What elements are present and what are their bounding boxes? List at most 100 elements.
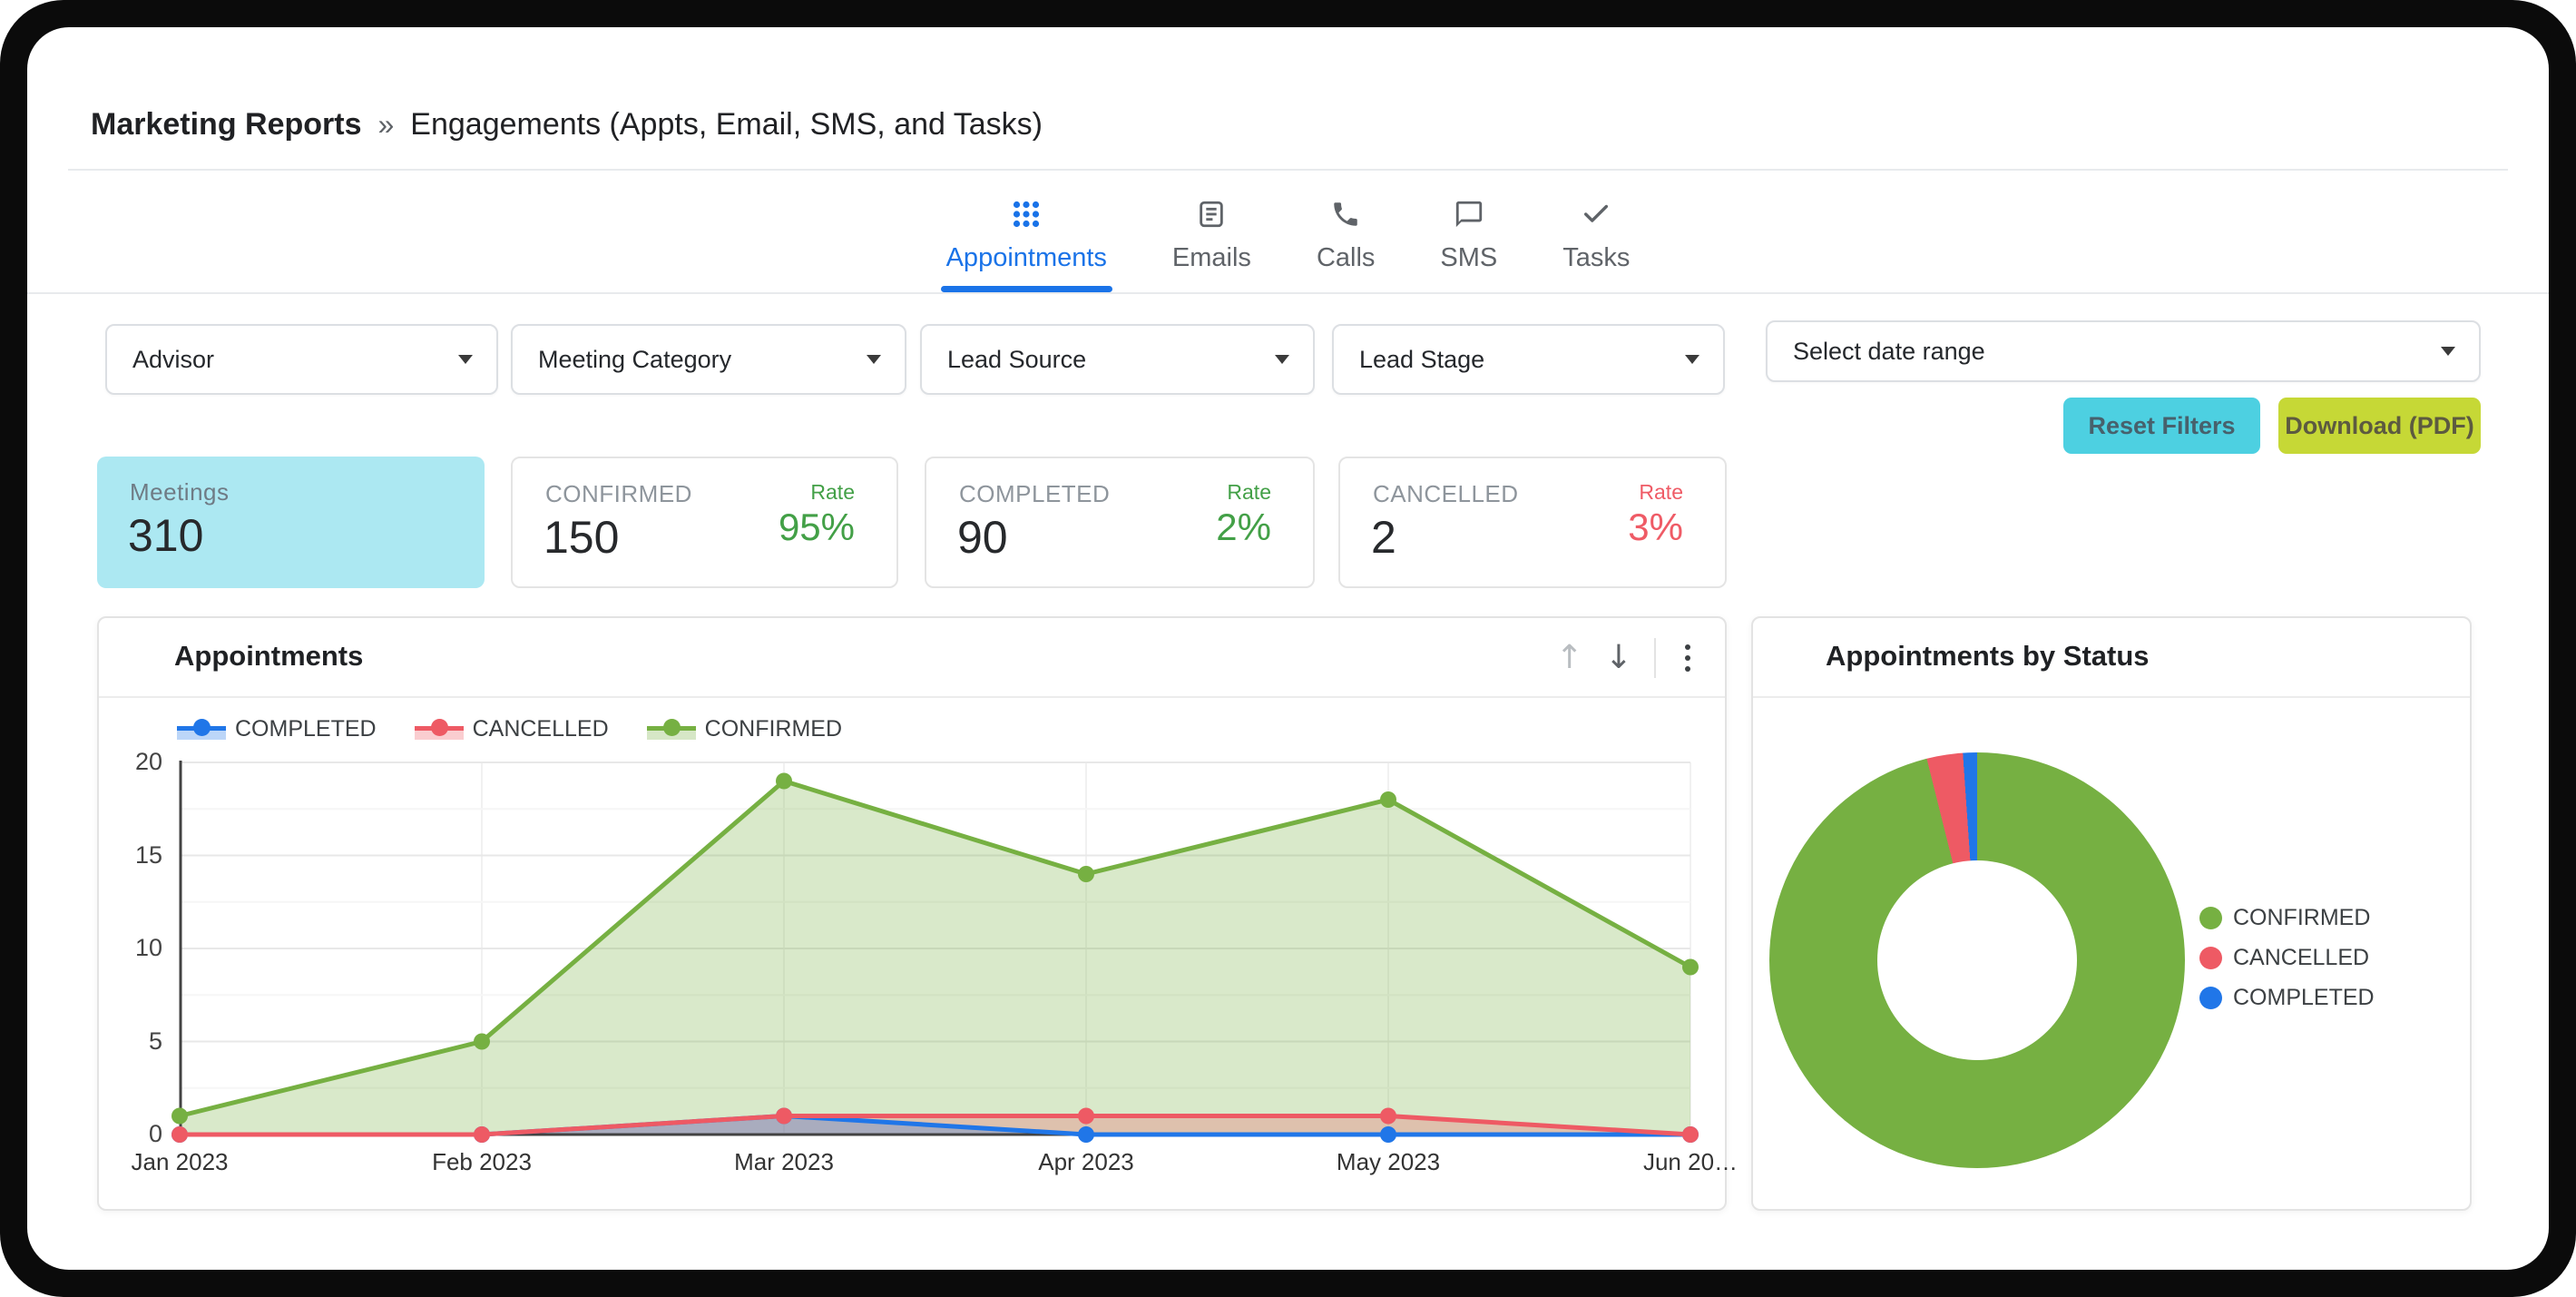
chevron-down-icon — [1685, 355, 1699, 364]
chevron-down-icon — [2441, 347, 2455, 356]
legend-dot-icon — [2199, 907, 2222, 929]
line-chart-legend: COMPLETED CANCELLED CONFIRMED — [177, 716, 842, 742]
tab-label: Appointments — [945, 243, 1107, 272]
legend-label: COMPLETED — [2233, 985, 2375, 1010]
appointments-by-status-card: Appointments by Status CONFIRMED CANCELLE… — [1751, 616, 2472, 1211]
rate-label: Rate — [810, 480, 855, 504]
legend-item: CONFIRMED — [646, 716, 843, 742]
reset-filters-button[interactable]: Reset Filters — [2063, 398, 2260, 454]
grid-icon — [1010, 198, 1043, 231]
stat-value: 2 — [1371, 512, 1396, 563]
appointments-chart-card: Appointments ↑ ↓ COMPLETED CANCELLED CONFI… — [97, 616, 1738, 1211]
legend-dot-icon — [2199, 987, 2222, 1009]
legend-item: CANCELLED — [414, 716, 609, 742]
stat-value: 310 — [128, 510, 204, 561]
tab-label: Calls — [1316, 243, 1376, 272]
email-doc-icon — [1196, 198, 1227, 231]
lead-stage-select-label: Lead Stage — [1359, 345, 1485, 373]
rate-value: 3% — [1628, 506, 1683, 548]
line-chart-svg — [171, 761, 1699, 1143]
donut-chart — [1769, 752, 2185, 1168]
meeting-category-select[interactable]: Meeting Category — [511, 324, 906, 395]
lead-source-select-label: Lead Source — [947, 345, 1087, 373]
lead-stage-select[interactable]: Lead Stage — [1332, 324, 1725, 395]
arrow-down-icon[interactable]: ↓ — [1604, 639, 1632, 676]
y-tick-label: 0 — [148, 1120, 162, 1147]
tab-appointments[interactable]: Appointments — [940, 182, 1112, 292]
y-tick-label: 15 — [134, 840, 162, 869]
breadcrumb-separator-icon: » — [377, 108, 395, 141]
advisor-select-label: Advisor — [132, 345, 215, 373]
chat-bubble-icon — [1454, 198, 1484, 231]
x-tick-label: May 2023 — [1336, 1148, 1441, 1175]
rate-value: 2% — [1216, 506, 1271, 548]
breadcrumb: Marketing Reports » Engagements (Appts, … — [91, 107, 1043, 142]
y-tick-label: 20 — [134, 748, 162, 775]
legend-dot-icon — [2199, 947, 2222, 969]
tab-tasks[interactable]: Tasks — [1559, 182, 1633, 292]
tab-sms[interactable]: SMS — [1436, 182, 1501, 292]
date-range-select-label: Select date range — [1793, 337, 1985, 365]
chevron-down-icon — [458, 355, 473, 364]
confirmed-stat-card[interactable]: CONFIRMED 150 Rate 95% — [511, 457, 898, 588]
legend-marker-icon — [177, 718, 226, 741]
arrow-up-icon[interactable]: ↑ — [1555, 639, 1583, 676]
dashboard-page: Marketing Reports » Engagements (Appts, … — [27, 27, 2549, 1270]
chart-card-header: Appointments by Status — [1753, 618, 2470, 698]
tabbar-divider — [27, 292, 2549, 294]
tab-label: Tasks — [1562, 243, 1631, 272]
toolbar-separator — [1654, 638, 1656, 678]
x-tick-label: Mar 2023 — [734, 1148, 834, 1175]
x-tick-label: Jan 2023 — [131, 1148, 229, 1175]
completed-stat-card[interactable]: COMPLETED 90 Rate 2% — [925, 457, 1315, 588]
legend-item: COMPLETED — [177, 716, 377, 742]
rate-label: Rate — [1639, 480, 1683, 504]
stat-label: CANCELLED — [1373, 480, 1519, 507]
rate-label: Rate — [1227, 480, 1271, 504]
x-tick-label: Apr 2023 — [1038, 1148, 1134, 1175]
stat-value: 150 — [544, 512, 620, 563]
meetings-stat-card[interactable]: Meetings 310 — [97, 457, 485, 588]
y-tick-label: 10 — [134, 934, 162, 961]
x-tick-label: Jun 20… — [1642, 1148, 1739, 1175]
legend-label: CANCELLED — [2233, 945, 2370, 970]
tab-bar: Appointments Emails — [27, 182, 2549, 292]
legend-label: COMPLETED — [235, 716, 377, 742]
y-tick-label: 5 — [148, 1027, 162, 1055]
tab-calls[interactable]: Calls — [1313, 182, 1378, 292]
donut-hole — [1877, 860, 2077, 1060]
donut-legend-item: CONFIRMED — [2199, 905, 2375, 931]
chart-toolbar: ↑ ↓ — [1556, 618, 1698, 698]
legend-label: CANCELLED — [472, 716, 609, 742]
legend-label: CONFIRMED — [704, 716, 843, 742]
stat-label: COMPLETED — [959, 480, 1111, 507]
stat-label: Meetings — [130, 478, 230, 506]
cancelled-stat-card[interactable]: CANCELLED 2 Rate 3% — [1338, 457, 1727, 588]
lead-source-select[interactable]: Lead Source — [920, 324, 1315, 395]
stat-label: CONFIRMED — [545, 480, 692, 507]
chevron-down-icon — [867, 355, 881, 364]
meeting-category-select-label: Meeting Category — [538, 345, 732, 373]
stat-value: 90 — [957, 512, 1008, 563]
check-icon — [1581, 198, 1611, 231]
legend-marker-icon — [414, 718, 464, 741]
download-pdf-button[interactable]: Download (PDF) — [2278, 398, 2481, 454]
date-range-select[interactable]: Select date range — [1766, 320, 2481, 382]
donut-legend-item: CANCELLED — [2199, 945, 2375, 971]
phone-icon — [1330, 198, 1361, 231]
chart-title: Appointments by Status — [1826, 640, 2150, 672]
donut-legend: CONFIRMED CANCELLED COMPLETED — [2199, 905, 2375, 1011]
page-title: Engagements (Appts, Email, SMS, and Task… — [410, 107, 1043, 142]
tab-emails[interactable]: Emails — [1169, 182, 1255, 292]
tab-label: Emails — [1171, 243, 1251, 272]
advisor-select[interactable]: Advisor — [105, 324, 498, 395]
x-tick-label: Feb 2023 — [432, 1148, 532, 1175]
kebab-menu-icon[interactable] — [1678, 641, 1698, 675]
legend-label: CONFIRMED — [2233, 905, 2371, 930]
active-tab-underline — [940, 286, 1112, 292]
chart-card-header: Appointments ↑ ↓ — [99, 618, 1725, 698]
chevron-down-icon — [1275, 355, 1289, 364]
breadcrumb-section[interactable]: Marketing Reports — [91, 107, 362, 142]
header-divider — [68, 169, 2508, 171]
